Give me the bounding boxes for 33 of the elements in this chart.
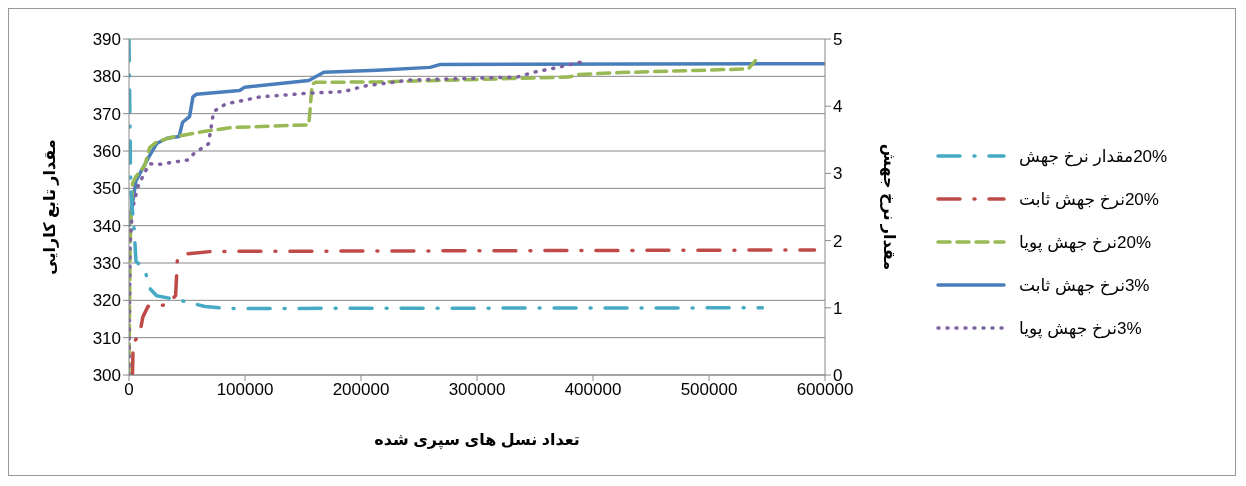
legend-label: 20%مقدار نرخ جهش	[1019, 145, 1168, 167]
x-tick-label: 300000	[448, 380, 506, 400]
y2-tick-label: 2	[833, 231, 843, 251]
y-tick-label: 360	[92, 142, 121, 162]
y-tick-label: 300	[92, 366, 121, 386]
y-tick-label: 370	[92, 104, 121, 124]
x-tick-label: 100000	[216, 380, 274, 400]
x-tick-label: 200000	[332, 380, 390, 400]
y-tick-label: 320	[92, 291, 121, 311]
y2-tick-label: 3	[833, 164, 843, 184]
y-tick-label: 310	[92, 328, 121, 348]
x-tick-label: 0	[124, 380, 134, 400]
legend-label: 3%نرخ جهش پویا	[1019, 317, 1142, 339]
y-tick-label: 380	[92, 67, 121, 87]
y-tick-label: 390	[92, 30, 121, 50]
line-series	[130, 248, 817, 375]
y-tick-label: 350	[92, 179, 121, 199]
legend-label: 20%نرخ جهش پویا	[1019, 231, 1152, 253]
y2-axis-title: مقدار نرخ جهش	[880, 143, 899, 271]
line-series	[129, 58, 758, 375]
line-series	[129, 39, 765, 311]
y-tick-label: 330	[92, 254, 121, 274]
y-tick-label: 340	[92, 216, 121, 236]
y-axis-title: مقدار تابع کارایی	[40, 139, 59, 275]
y2-tick-label: 5	[833, 30, 843, 50]
legend-label: 20%نرخ جهش ثابت	[1019, 188, 1159, 210]
y2-tick-label: 1	[833, 298, 843, 318]
y2-tick-label: 4	[833, 97, 843, 117]
line-series	[129, 60, 585, 375]
legend-label: 3%نرخ جهش ثابت	[1019, 274, 1150, 296]
x-axis-title: تعداد نسل های سپری شده	[374, 431, 580, 450]
x-tick-label: 500000	[680, 380, 738, 400]
x-tick-label: 400000	[564, 380, 622, 400]
